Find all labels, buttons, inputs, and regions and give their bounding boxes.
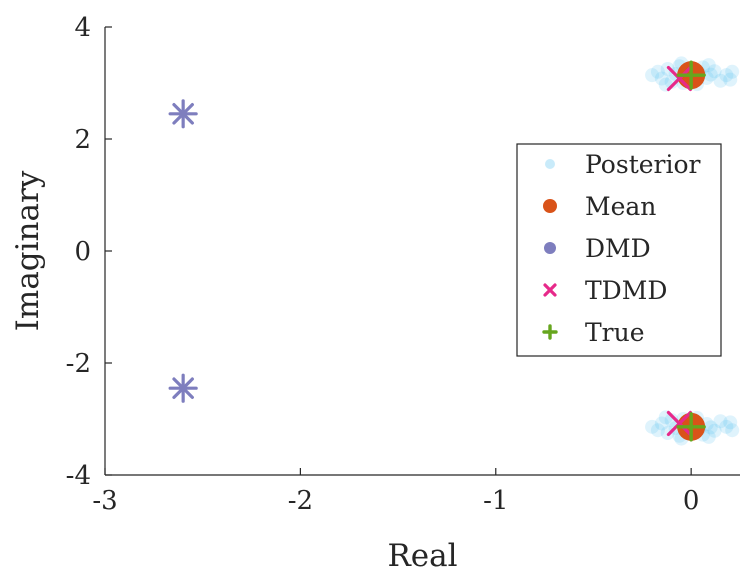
point-posterior	[658, 77, 673, 92]
point-posterior	[707, 423, 722, 438]
point-posterior	[723, 72, 738, 87]
legend-marker	[542, 324, 558, 340]
x-tick-label: 0	[683, 486, 700, 516]
point-true	[676, 412, 706, 442]
point-true	[676, 60, 706, 90]
legend-marker	[543, 283, 557, 297]
legend-marker	[545, 159, 555, 169]
x-tick-label: -3	[92, 486, 117, 516]
legend: Posterior Mean DMD TDMD True	[516, 143, 722, 357]
point-posterior	[658, 410, 673, 425]
legend-item: Posterior	[545, 150, 701, 179]
x-axis-label: Real	[387, 538, 457, 574]
series-tdmd	[666, 65, 693, 437]
point-posterior	[713, 414, 728, 429]
point-posterior	[701, 58, 716, 73]
point-tdmd	[666, 65, 693, 92]
y-axis-label: Imaginary	[10, 170, 46, 331]
point-posterior	[650, 64, 665, 79]
legend-label: Mean	[585, 192, 656, 221]
y-tick-label: 0	[74, 237, 91, 267]
point-posterior	[719, 68, 734, 83]
legend-item: TDMD	[543, 276, 667, 305]
legend-item: True	[542, 318, 645, 347]
legend-item: Mean	[543, 192, 656, 221]
plot-area	[168, 56, 740, 446]
y-tick-label: -2	[66, 349, 91, 379]
point-posterior	[723, 415, 738, 430]
legend-marker	[543, 199, 557, 213]
x-tick-label: -1	[483, 486, 508, 516]
point-posterior	[719, 419, 734, 434]
legend-label: DMD	[585, 234, 651, 263]
point-posterior	[664, 413, 679, 428]
point-posterior	[725, 423, 740, 438]
y-tick-label: 4	[74, 13, 91, 43]
legend-label: TDMD	[585, 276, 667, 305]
series-true	[676, 60, 706, 442]
point-posterior	[703, 67, 718, 82]
x-tick-label: -2	[288, 486, 313, 516]
point-posterior	[650, 423, 665, 438]
y-tick-label: -4	[66, 461, 91, 491]
point-posterior	[707, 64, 722, 79]
legend-marker	[544, 242, 556, 254]
y-tick-label: 2	[74, 125, 91, 155]
point-posterior	[654, 416, 669, 431]
point-posterior	[645, 419, 660, 434]
point-posterior	[654, 71, 669, 86]
point-posterior	[703, 420, 718, 435]
legend-item: DMD	[544, 234, 651, 263]
legend-label: True	[585, 318, 645, 347]
point-dmd	[168, 99, 198, 129]
point-tdmd	[666, 410, 693, 437]
point-posterior	[725, 64, 740, 79]
point-posterior	[645, 68, 660, 83]
point-posterior	[664, 74, 679, 89]
point-posterior	[713, 73, 728, 88]
series-dmd	[168, 99, 198, 403]
point-posterior	[701, 429, 716, 444]
legend-label: Posterior	[585, 150, 701, 179]
point-dmd	[168, 373, 198, 403]
tick-marks: -3 -2 -1 0 -4 -2 0 2 4	[66, 13, 700, 516]
